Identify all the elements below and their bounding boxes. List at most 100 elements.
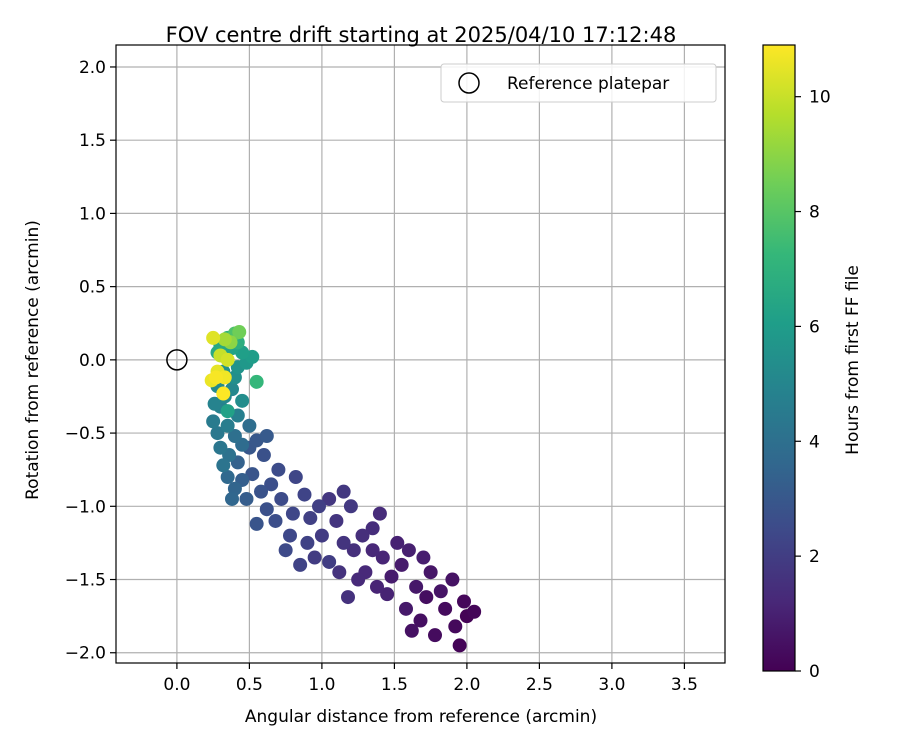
data-point: [242, 418, 257, 433]
data-point: [235, 393, 250, 408]
y-tick-label: 0.5: [79, 278, 106, 298]
data-point: [268, 513, 283, 528]
colorbar-tick-label: 0: [809, 662, 820, 682]
x-tick-label: 1.5: [381, 675, 408, 695]
x-tick-label: 1.0: [308, 675, 335, 695]
data-point: [225, 491, 239, 506]
grid-lines: [116, 45, 725, 663]
data-point: [278, 543, 293, 558]
data-point: [413, 613, 428, 628]
data-point: [423, 565, 438, 580]
x-axis-label: Angular distance from reference (arcmin): [245, 707, 597, 727]
data-point: [322, 554, 337, 569]
data-point: [365, 521, 380, 536]
data-point: [404, 623, 419, 638]
data-point: [245, 467, 260, 482]
data-point: [336, 484, 351, 499]
data-point: [206, 330, 221, 345]
data-point: [394, 557, 409, 572]
data-point: [216, 458, 231, 473]
y-tick-label: 1.5: [79, 131, 106, 151]
y-tick-label: −1.5: [65, 571, 106, 591]
data-point: [314, 528, 329, 543]
data-point: [336, 535, 351, 550]
colorbar-tick-label: 8: [809, 203, 820, 223]
data-point: [409, 579, 424, 594]
data-point: [293, 557, 308, 572]
data-point: [452, 638, 467, 653]
data-point: [220, 418, 235, 433]
data-point: [259, 429, 274, 444]
y-tick-label: 2.0: [79, 58, 106, 78]
plot-area-frame: [115, 44, 726, 664]
data-point: [419, 590, 434, 605]
colorbar: 0 2 4 6 8 10 Hours from first FF file: [762, 44, 863, 682]
data-point: [370, 579, 384, 594]
data-point: [401, 543, 416, 558]
data-point: [303, 511, 318, 526]
data-point: [271, 462, 286, 477]
data-point: [227, 429, 242, 444]
data-point: [307, 550, 322, 565]
legend-frame: [440, 63, 717, 103]
data-point: [399, 601, 413, 616]
data-point: [213, 440, 228, 455]
data-point: [341, 590, 355, 605]
y-axis-label: Rotation from reference (arcmin): [23, 220, 43, 500]
legend: Reference platepar: [440, 63, 717, 103]
data-point: [274, 491, 289, 506]
colorbar-label: Hours from first FF file: [843, 265, 863, 455]
data-point: [249, 516, 264, 531]
data-point: [390, 535, 405, 550]
x-tick-label: 3.5: [671, 675, 698, 695]
colorbar-tick-label: 2: [809, 547, 820, 567]
chart-title: FOV centre drift starting at 2025/04/10 …: [166, 23, 677, 47]
data-point: [467, 604, 482, 619]
y-tick-label: −1.0: [65, 497, 106, 517]
data-point: [264, 477, 279, 492]
colorbar-tick-label: 10: [809, 88, 831, 108]
data-point: [254, 484, 268, 499]
x-tick-label: 2.0: [453, 675, 480, 695]
data-point: [312, 499, 326, 514]
data-point: [445, 572, 460, 587]
data-point: [322, 491, 337, 506]
data-point: [256, 448, 271, 463]
data-point: [346, 543, 361, 558]
data-point: [239, 491, 254, 506]
data-point: [209, 370, 224, 385]
data-point: [355, 528, 370, 543]
legend-label-reference-platepar: Reference platepar: [507, 74, 669, 94]
data-point: [232, 325, 247, 340]
data-point: [329, 513, 344, 528]
y-axis-ticks: 2.0 1.5 1.0 0.5 0.0 −0.5 −1.0 −1.5 −2.0: [65, 58, 116, 664]
data-point: [351, 572, 366, 587]
data-point: [343, 499, 358, 514]
data-point: [300, 535, 315, 550]
data-point: [457, 594, 471, 609]
data-point: [207, 396, 222, 411]
data-point: [206, 414, 221, 429]
y-tick-label: 0.0: [79, 351, 106, 371]
colorbar-tick-label: 6: [809, 317, 820, 337]
data-point: [384, 569, 399, 584]
data-point: [220, 470, 235, 485]
data-point: [380, 587, 395, 602]
x-tick-label: 0.0: [163, 675, 190, 695]
data-point: [372, 506, 387, 521]
colorbar-ticks: 0 2 4 6 8 10: [795, 88, 831, 682]
data-point: [416, 550, 431, 565]
x-axis-ticks: 0.0 0.5 1.0 1.5 2.0 2.5 3.0 3.5: [163, 663, 698, 695]
data-point: [217, 332, 232, 347]
reference-platepar-marker: [166, 349, 188, 371]
y-tick-label: −2.0: [65, 644, 106, 664]
data-point: [428, 628, 442, 643]
data-point: [285, 506, 300, 521]
data-point: [283, 528, 297, 543]
data-point: [216, 386, 231, 401]
legend-open-circle-icon: [458, 72, 480, 94]
data-point: [448, 619, 463, 634]
data-point: [438, 601, 453, 616]
data-points: [204, 325, 482, 653]
